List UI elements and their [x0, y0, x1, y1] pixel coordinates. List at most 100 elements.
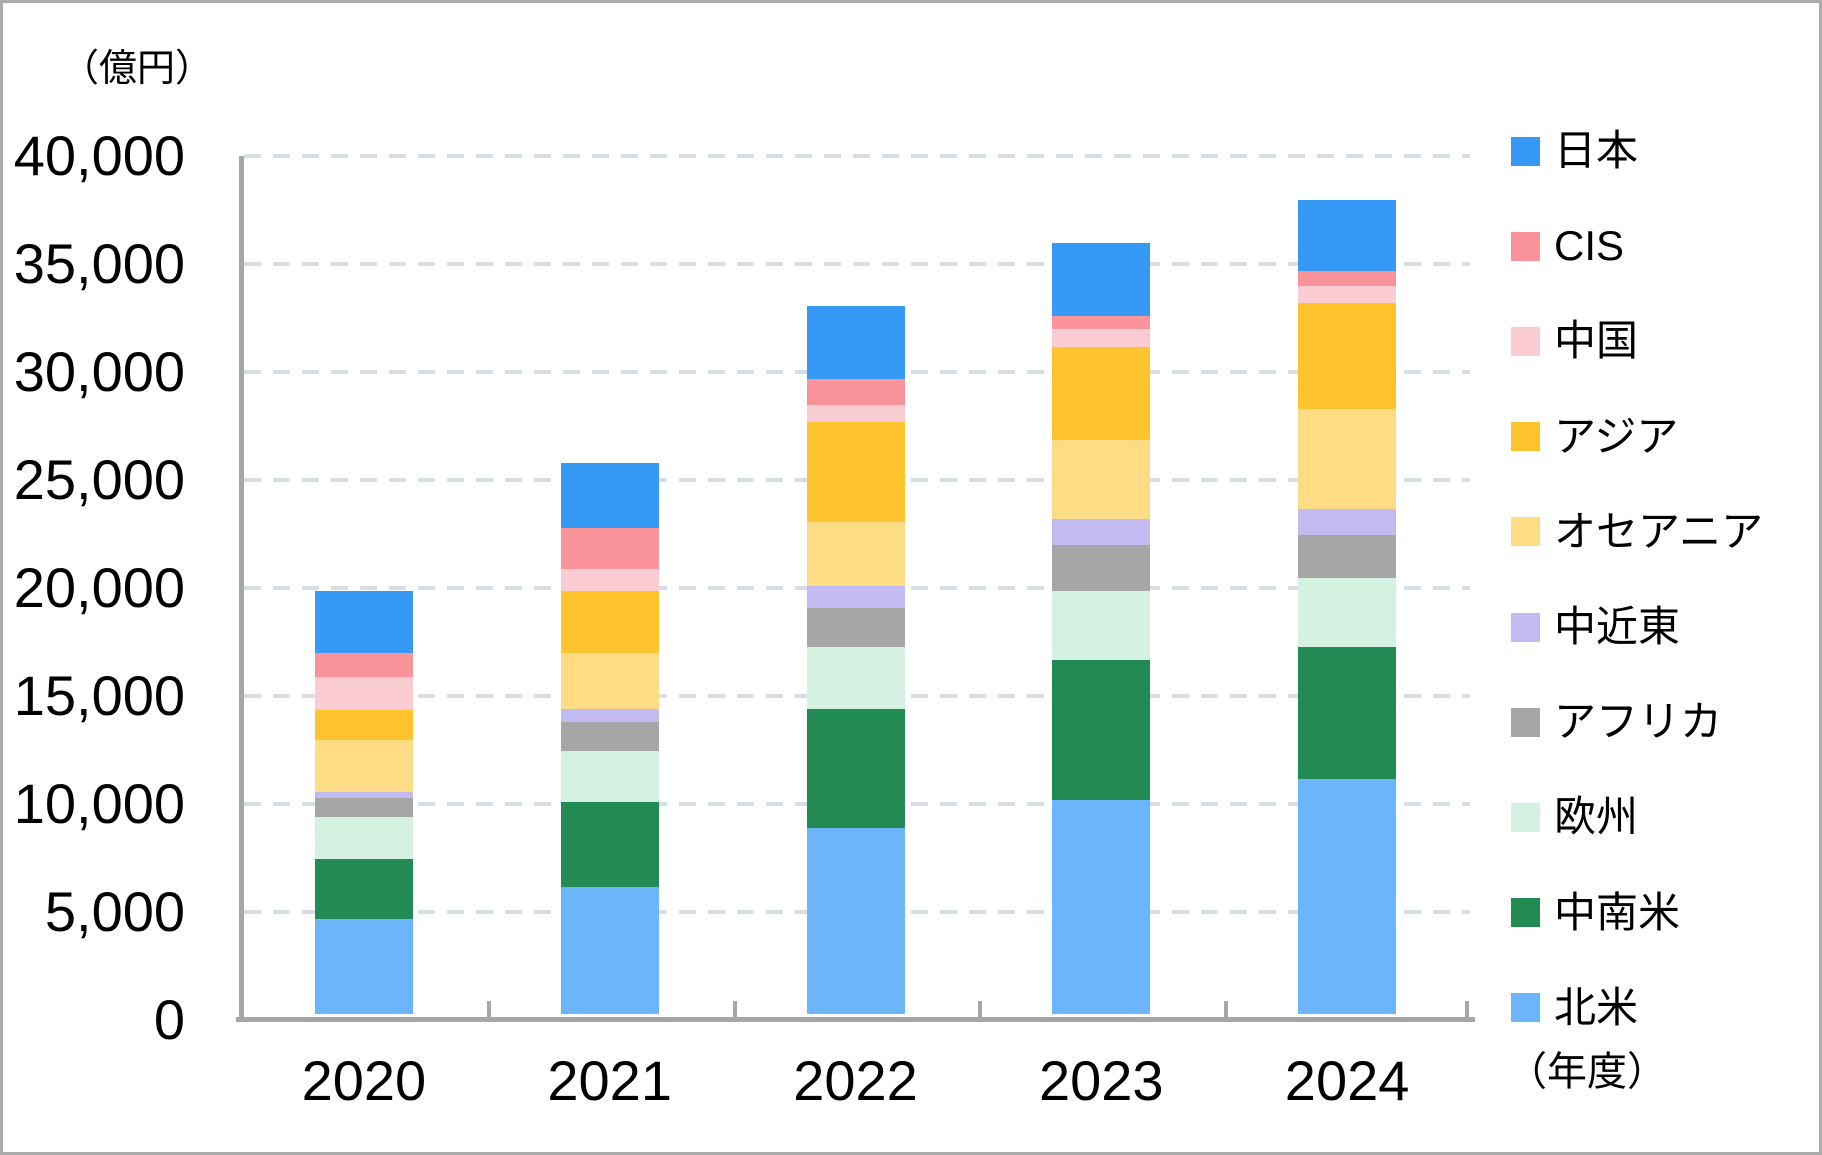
- legend-label-latin-america: 中南米: [1554, 888, 1681, 936]
- bar-segment-2022-africa: [806, 607, 905, 647]
- bar-segment-2022-asia: [806, 422, 905, 522]
- bar-segment-2023-latin-america: [1052, 659, 1151, 801]
- legend-label-asia: アジア: [1554, 412, 1679, 460]
- y-tick-label: 30,000: [13, 340, 185, 403]
- bar-segment-2020-asia: [314, 709, 413, 740]
- legend-swatch-japan: [1511, 136, 1540, 166]
- bar-segment-2024-oceania: [1298, 409, 1397, 509]
- legend-label-north-america: 北米: [1554, 983, 1639, 1031]
- bar-segment-2020-china: [314, 677, 413, 710]
- legend-swatch-north-america: [1511, 993, 1540, 1023]
- bar-segment-2021-africa: [560, 722, 659, 751]
- bar-segment-2024-latin-america: [1298, 646, 1397, 779]
- bar-segment-2023-china: [1052, 329, 1151, 347]
- y-tick-label: 35,000: [13, 232, 185, 295]
- bar-2023: [1052, 242, 1151, 1014]
- legend-swatch-china: [1511, 326, 1540, 356]
- legend-swatch-africa: [1511, 707, 1540, 737]
- legend-swatch-latin-america: [1511, 898, 1540, 928]
- legend-item-asia: アジア: [1511, 412, 1679, 460]
- bar-segment-2022-japan: [806, 305, 905, 380]
- bar-segment-2023-europe: [1052, 590, 1151, 660]
- legend-label-middle-east: 中近東: [1554, 603, 1681, 650]
- bar-segment-2024-europe: [1298, 577, 1397, 647]
- bar-segment-2022-north-america: [806, 828, 905, 1014]
- bar-2020: [314, 590, 413, 1014]
- bar-segment-2020-north-america: [314, 918, 413, 1014]
- legend-label-europe: 欧州: [1554, 793, 1639, 841]
- bar-2021: [560, 463, 659, 1014]
- legend-swatch-europe: [1511, 802, 1540, 832]
- bar-segment-2021-north-america: [560, 886, 659, 1014]
- bar-segment-2020-oceania: [314, 739, 413, 792]
- legend-item-north-america: 北米: [1511, 983, 1639, 1031]
- y-axis-unit-label: （億円）: [61, 48, 214, 90]
- legend-swatch-oceania: [1511, 517, 1540, 547]
- bar-segment-2022-oceania: [806, 521, 905, 587]
- bar-segment-2023-africa: [1052, 545, 1151, 591]
- bar-segment-2020-middle-east: [314, 791, 413, 799]
- legend-item-middle-east: 中近東: [1511, 605, 1680, 649]
- bar-segment-2020-cis: [314, 653, 413, 678]
- bar-2024: [1298, 199, 1397, 1014]
- bar-segment-2020-africa: [314, 798, 413, 818]
- y-tick-label: 15,000: [13, 664, 185, 727]
- bar-segment-2022-cis: [806, 379, 905, 405]
- legend-label-japan: 日本: [1554, 127, 1639, 174]
- bar-segment-2023-japan: [1052, 242, 1151, 317]
- legend-item-latin-america: 中南米: [1511, 888, 1681, 936]
- legend-label-china: 中国: [1554, 317, 1639, 365]
- legend-item-cis: CIS: [1511, 224, 1624, 268]
- y-axis-line: [239, 156, 244, 1022]
- bar-segment-2020-latin-america: [314, 858, 413, 919]
- x-axis-tick: [1224, 1001, 1229, 1017]
- bar-segment-2021-cis: [560, 528, 659, 570]
- bar-segment-2024-china: [1298, 286, 1397, 304]
- legend-item-china: 中国: [1511, 319, 1638, 363]
- legend-swatch-cis: [1511, 231, 1540, 261]
- bar-segment-2023-oceania: [1052, 439, 1151, 520]
- bar-segment-2023-middle-east: [1052, 519, 1151, 546]
- y-tick-label: 40,000: [13, 124, 185, 187]
- bar-segment-2021-asia: [560, 590, 659, 654]
- x-axis-line: [236, 1017, 1475, 1022]
- bar-segment-2022-latin-america: [806, 709, 905, 829]
- x-category-label-2020: 2020: [301, 1049, 427, 1112]
- bar-segment-2024-cis: [1298, 271, 1397, 287]
- legend-swatch-middle-east: [1511, 612, 1540, 642]
- legend-label-cis: CIS: [1554, 222, 1625, 270]
- bar-segment-2022-middle-east: [806, 586, 905, 608]
- bar-segment-2023-cis: [1052, 316, 1151, 330]
- x-category-label-2021: 2021: [547, 1049, 672, 1112]
- bar-segment-2024-japan: [1298, 199, 1397, 272]
- y-tick-label: 10,000: [13, 772, 185, 835]
- y-tick-label: 20,000: [13, 556, 185, 619]
- legend-label-africa: アフリカ: [1554, 698, 1723, 746]
- legend-item-oceania: オセアニア: [1511, 507, 1764, 555]
- gridline: [244, 154, 1470, 158]
- bar-segment-2023-north-america: [1052, 800, 1151, 1014]
- bar-segment-2023-asia: [1052, 346, 1151, 440]
- bar-segment-2021-latin-america: [560, 802, 659, 887]
- legend-item-europe: 欧州: [1511, 795, 1638, 839]
- x-category-label-2022: 2022: [793, 1049, 918, 1112]
- x-axis-tick: [486, 1001, 491, 1017]
- x-axis-tick: [732, 1001, 737, 1017]
- gridline: [244, 262, 1470, 266]
- bar-segment-2024-asia: [1298, 303, 1397, 410]
- legend-label-oceania: オセアニア: [1554, 507, 1764, 555]
- x-axis-tick: [978, 1001, 983, 1017]
- legend-item-africa: アフリカ: [1511, 700, 1722, 744]
- legend-swatch-asia: [1511, 422, 1540, 452]
- bar-segment-2021-oceania: [560, 653, 659, 710]
- bar-segment-2021-china: [560, 569, 659, 591]
- bar-segment-2020-japan: [314, 590, 413, 654]
- bar-2022: [806, 305, 905, 1014]
- y-tick-label: 25,000: [13, 448, 185, 511]
- bar-segment-2024-africa: [1298, 534, 1397, 578]
- bar-segment-2021-middle-east: [560, 709, 659, 723]
- x-axis-unit-label: （年度）: [1507, 1050, 1667, 1094]
- y-tick-label: 0: [153, 988, 185, 1051]
- bar-segment-2022-europe: [806, 646, 905, 710]
